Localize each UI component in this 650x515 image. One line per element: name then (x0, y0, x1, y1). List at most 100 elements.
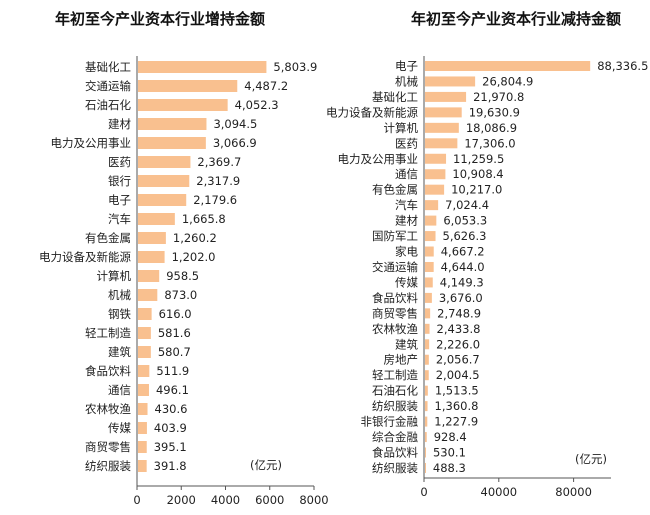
category-label-1-20: 轻工制造 (372, 368, 418, 382)
bar-1-26 (425, 462, 426, 473)
value-label-1-19: 2,056.7 (436, 353, 480, 367)
value-label-1-24: 928.4 (434, 430, 467, 444)
bar-0-2 (138, 99, 228, 111)
bar-0-12 (138, 289, 158, 301)
category-label-0-16: 食品饮料 (85, 364, 131, 378)
value-label-1-0: 88,336.5 (597, 59, 648, 73)
value-label-0-19: 403.9 (154, 421, 187, 435)
category-label-0-17: 通信 (108, 383, 131, 397)
x-tick-label-0-1: 2000 (167, 493, 196, 507)
bar-0-20 (138, 441, 147, 453)
category-label-0-5: 医药 (108, 155, 131, 169)
category-label-0-12: 机械 (108, 288, 131, 302)
value-label-0-3: 3,094.5 (213, 117, 257, 131)
category-label-0-15: 建筑 (108, 345, 131, 359)
category-label-1-23: 非银行金融 (361, 415, 419, 429)
category-label-1-17: 农林牧渔 (372, 322, 418, 336)
category-label-1-24: 综合金融 (372, 430, 418, 444)
value-label-0-6: 2,317.9 (196, 174, 240, 188)
value-label-0-7: 2,179.6 (193, 193, 237, 207)
bar-1-11 (425, 231, 436, 242)
value-label-1-20: 2,004.5 (436, 368, 480, 382)
value-label-1-12: 4,667.2 (441, 245, 485, 259)
category-label-1-9: 汽车 (395, 198, 418, 212)
x-tick-label-0-2: 4000 (211, 493, 240, 507)
bar-1-1 (425, 76, 476, 87)
x-tick-label-1-0: 0 (420, 485, 427, 499)
bar-0-7 (138, 194, 187, 206)
value-label-0-8: 1,665.8 (182, 212, 226, 226)
value-label-1-5: 17,306.0 (464, 136, 515, 150)
category-label-0-11: 计算机 (97, 269, 132, 283)
bar-1-19 (425, 354, 429, 365)
category-label-1-5: 医药 (395, 136, 418, 150)
bar-0-18 (138, 403, 148, 415)
category-label-1-3: 电力设备及新能源 (326, 105, 418, 119)
bar-0-4 (138, 137, 206, 149)
value-label-1-25: 530.1 (433, 446, 466, 460)
category-label-0-13: 钢铁 (108, 307, 131, 321)
value-label-0-9: 1,260.2 (173, 231, 217, 245)
value-label-0-14: 581.6 (158, 326, 191, 340)
value-label-0-21: 391.8 (154, 459, 187, 473)
category-label-0-0: 基础化工 (85, 60, 131, 74)
value-label-1-13: 4,644.0 (441, 260, 485, 274)
value-label-0-5: 2,369.7 (197, 155, 241, 169)
category-label-1-6: 电力及公用事业 (338, 152, 419, 166)
category-label-0-1: 交通运输 (85, 79, 131, 93)
value-label-0-4: 3,066.9 (213, 136, 257, 150)
category-label-1-19: 房地产 (384, 353, 419, 367)
category-label-1-18: 建筑 (395, 337, 418, 351)
value-label-0-1: 4,487.2 (244, 79, 288, 93)
bar-0-13 (138, 308, 152, 320)
value-label-1-22: 1,360.8 (435, 399, 479, 413)
unit-label-0: (亿元) (250, 458, 282, 472)
bar-1-14 (425, 277, 433, 288)
category-label-0-3: 建材 (108, 117, 131, 131)
category-label-0-10: 电力设备及新能源 (39, 250, 131, 264)
category-label-0-14: 轻工制造 (85, 326, 131, 340)
category-label-0-7: 电子 (108, 193, 131, 207)
value-label-0-2: 4,052.3 (235, 98, 279, 112)
bar-1-4 (425, 122, 459, 133)
category-label-1-22: 纺织服装 (372, 399, 418, 413)
category-label-0-2: 石油石化 (85, 98, 131, 112)
bar-1-0 (425, 61, 591, 71)
category-label-1-12: 家电 (395, 245, 418, 259)
bar-1-13 (425, 261, 434, 272)
category-label-1-15: 食品饮料 (372, 291, 418, 305)
bar-1-3 (425, 107, 462, 118)
category-label-1-21: 石油石化 (372, 384, 418, 398)
bar-0-6 (138, 175, 190, 187)
category-label-1-1: 机械 (395, 74, 418, 88)
bar-0-14 (138, 327, 151, 339)
bar-1-18 (425, 339, 430, 350)
bar-1-8 (425, 184, 445, 195)
bar-1-20 (425, 370, 429, 381)
bar-0-0 (138, 61, 267, 73)
value-label-1-8: 10,217.0 (451, 183, 502, 197)
bar-0-5 (138, 156, 191, 168)
bar-1-2 (425, 91, 467, 102)
bar-1-25 (425, 447, 426, 458)
bar-0-21 (138, 460, 147, 472)
x-tick-label-0-3: 6000 (255, 493, 284, 507)
bar-1-17 (425, 323, 430, 334)
category-label-0-20: 商贸零售 (85, 440, 131, 454)
value-label-0-18: 430.6 (155, 402, 188, 416)
bar-1-6 (425, 153, 447, 164)
bar-0-3 (138, 118, 207, 130)
bar-1-23 (425, 416, 428, 427)
bar-0-9 (138, 232, 166, 244)
bar-0-16 (138, 365, 150, 377)
category-label-0-6: 银行 (108, 174, 131, 188)
category-label-0-4: 电力及公用事业 (51, 136, 132, 150)
value-label-1-14: 4,149.3 (440, 275, 484, 289)
bar-0-10 (138, 251, 165, 263)
category-label-1-8: 有色金属 (372, 183, 418, 197)
value-label-1-10: 6,053.3 (443, 214, 487, 228)
value-label-1-16: 2,748.9 (437, 306, 481, 320)
value-label-1-1: 26,804.9 (482, 74, 533, 88)
